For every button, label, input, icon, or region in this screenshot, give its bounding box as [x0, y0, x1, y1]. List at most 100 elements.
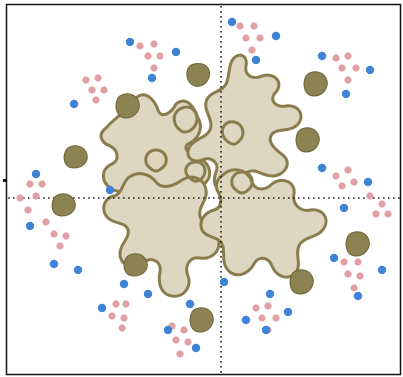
blue-dot — [227, 17, 237, 27]
pink-dot — [26, 180, 34, 188]
pink-dot — [378, 200, 386, 208]
pink-dot — [176, 350, 184, 358]
pink-dot — [366, 192, 374, 200]
pink-dot — [144, 52, 152, 60]
blue-dot — [171, 47, 181, 57]
blue-dot — [341, 89, 351, 99]
pink-dot — [24, 206, 32, 214]
blue-dot — [31, 169, 41, 179]
pink-dot — [344, 76, 352, 84]
pebble-icon — [189, 307, 214, 333]
pink-dot — [94, 74, 102, 82]
blue-dot — [125, 37, 135, 47]
pink-dot — [258, 314, 266, 322]
pink-dot — [344, 270, 352, 278]
pink-dot — [252, 304, 260, 312]
blue-dot — [105, 185, 115, 195]
blue-dot — [283, 307, 293, 317]
pebble-group — [51, 63, 370, 333]
pebble-icon — [295, 127, 320, 153]
blue-dot — [97, 303, 107, 313]
pink-dot — [108, 312, 116, 320]
pink-dot — [62, 232, 70, 240]
pink-dot — [88, 86, 96, 94]
blob-inner-loop-3 — [220, 120, 245, 146]
blue-dot — [261, 325, 271, 335]
blob-bottom-left — [102, 172, 221, 298]
blue-dot — [339, 203, 349, 213]
blue-dot — [271, 31, 281, 41]
pink-dot — [236, 22, 244, 30]
blue-dot — [363, 177, 373, 187]
pink-dot — [250, 22, 258, 30]
blue-dot — [49, 259, 59, 269]
blob-inner-loop-4 — [230, 170, 254, 195]
blue-dot — [265, 289, 275, 299]
pink-dot — [384, 210, 392, 218]
pink-dot — [42, 218, 50, 226]
blue-dot — [377, 265, 387, 275]
blue-dot — [69, 99, 79, 109]
pebble-icon — [123, 253, 148, 277]
pink-dot — [350, 178, 358, 186]
blob-inner-loop-1 — [172, 105, 199, 134]
pink-dot — [56, 242, 64, 250]
pink-dot — [356, 272, 364, 280]
pebble-icon — [63, 145, 88, 169]
blue-dot — [219, 277, 229, 287]
pebble-icon — [186, 63, 211, 87]
pebble-icon — [345, 231, 370, 257]
blue-dot — [317, 51, 327, 61]
pink-dot — [242, 34, 250, 42]
blob-top-right — [186, 53, 303, 194]
pebble-icon — [51, 193, 76, 217]
pink-dot — [180, 326, 188, 334]
pink-dot — [82, 76, 90, 84]
pink-dot — [352, 64, 360, 72]
pink-dot — [264, 302, 272, 310]
pink-dot — [354, 258, 362, 266]
pink-dot — [272, 314, 280, 322]
central-blob-cluster — [99, 53, 328, 298]
left-tick-mark — [3, 179, 7, 182]
blue-dot-group — [25, 17, 387, 353]
pink-dot — [256, 34, 264, 42]
pebble-icon — [115, 93, 140, 119]
pink-dot — [120, 314, 128, 322]
blob-inner-loop-5 — [184, 160, 207, 183]
frame-border — [5, 3, 402, 376]
pink-dot — [150, 40, 158, 48]
pink-dot — [340, 258, 348, 266]
blue-dot — [191, 343, 201, 353]
blue-dot — [143, 289, 153, 299]
blue-dot — [119, 279, 129, 289]
pink-dot — [332, 172, 340, 180]
pink-dot — [172, 336, 180, 344]
pink-dot — [338, 182, 346, 190]
blue-dot — [241, 315, 251, 325]
pink-dot — [136, 42, 144, 50]
pink-dot — [332, 54, 340, 62]
blue-dot — [163, 325, 173, 335]
pink-dot — [350, 284, 358, 292]
pink-dot — [372, 210, 380, 218]
blob-inner-loop-2 — [144, 148, 168, 173]
pink-dot — [38, 180, 46, 188]
pink-dot — [112, 300, 120, 308]
blue-dot — [185, 299, 195, 309]
pink-dot — [122, 300, 130, 308]
pink-dot — [344, 52, 352, 60]
blue-dot — [25, 221, 35, 231]
pink-dot — [344, 166, 352, 174]
blue-dot — [73, 265, 83, 275]
blue-dot — [329, 253, 339, 263]
blue-dot — [317, 163, 327, 173]
blue-dot — [365, 65, 375, 75]
blue-dot — [147, 73, 157, 83]
pink-dot — [92, 96, 100, 104]
pink-dot — [150, 64, 158, 72]
pebble-icon — [289, 269, 314, 295]
blob-bottom-right — [199, 168, 328, 279]
